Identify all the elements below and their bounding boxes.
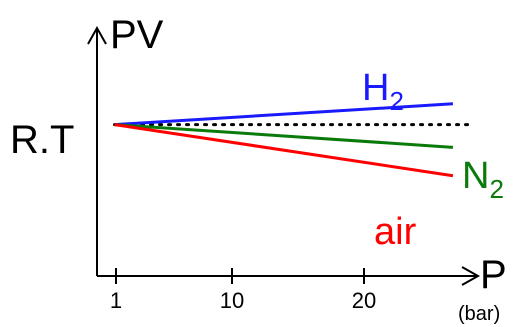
y-axis-label: PV [110,13,164,57]
x-axis-unit: (bar) [458,303,500,325]
series-label-n2-subscript: 2 [489,174,503,204]
series-label-air: air [374,211,417,253]
series-line-h2 [114,102,454,127]
x-axis-arrow [461,266,481,286]
series-label-air-name: air [374,211,417,253]
series-label-h2: H2 [362,67,404,116]
series-label-n2-name: N [462,155,489,197]
x-tick-label-1: 1 [110,288,122,313]
series-label-n2: N2 [462,155,504,204]
series-label-h2-name: H [362,67,389,109]
y-axis-arrow [87,25,107,45]
x-tick-label-20: 20 [352,288,376,313]
x-tick-label-10: 10 [220,288,244,313]
series-line-air [114,123,454,178]
series-label-h2-subscript: 2 [389,86,403,116]
series-line-n2 [114,123,454,149]
x-axis-label: P [480,253,507,297]
reference-label: R.T [10,118,74,162]
